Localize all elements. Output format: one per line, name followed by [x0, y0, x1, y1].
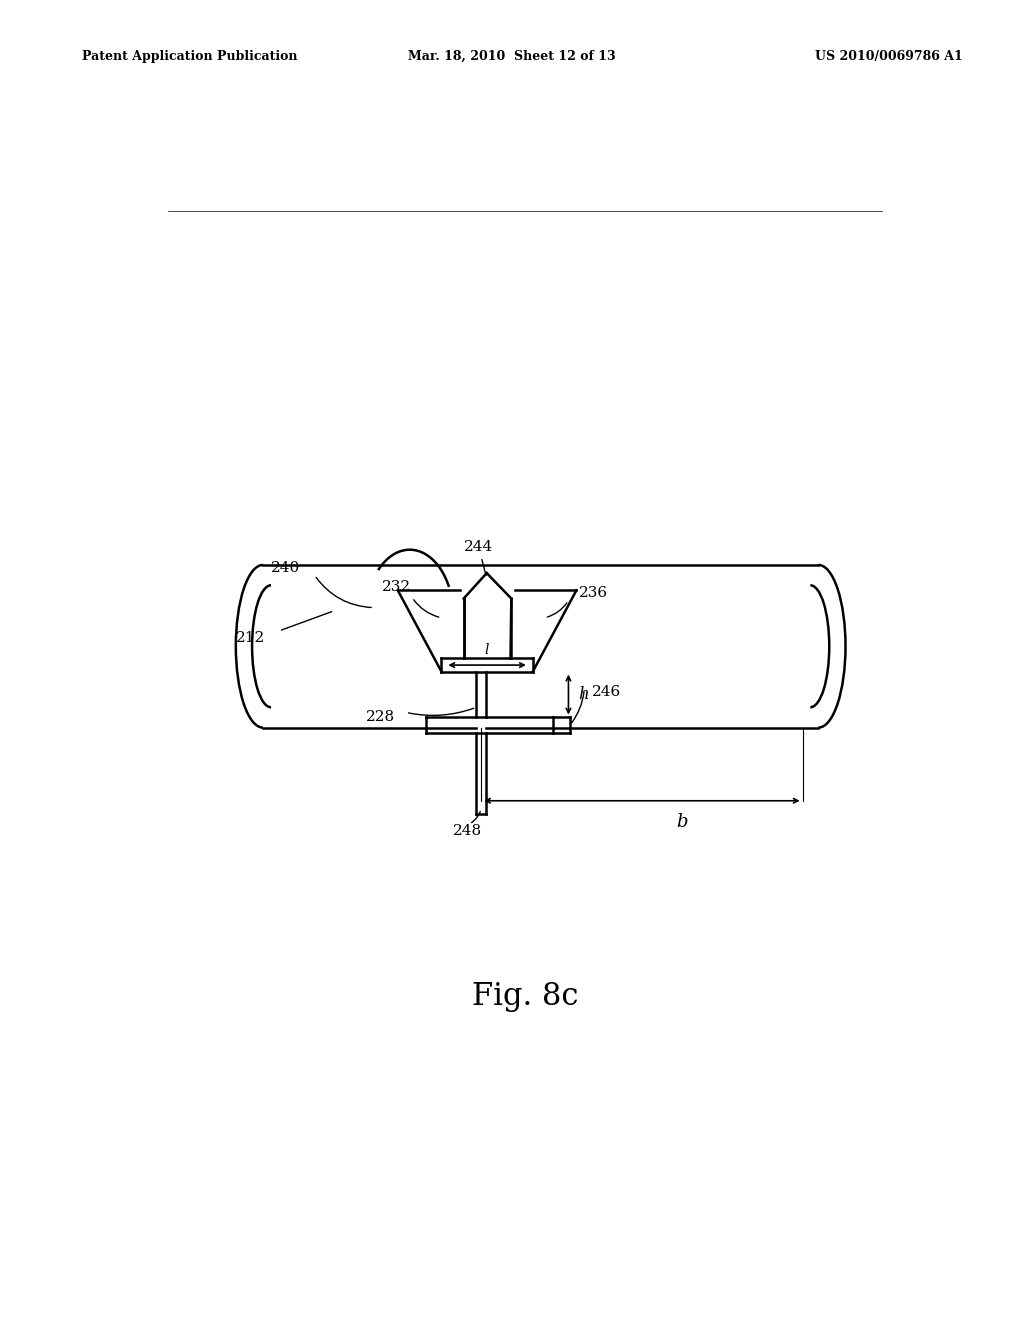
Text: l: l — [484, 643, 489, 657]
Text: Fig. 8c: Fig. 8c — [472, 982, 578, 1012]
Text: h: h — [578, 686, 589, 704]
Text: Patent Application Publication: Patent Application Publication — [82, 50, 297, 63]
Text: Mar. 18, 2010  Sheet 12 of 13: Mar. 18, 2010 Sheet 12 of 13 — [409, 50, 615, 63]
Text: b: b — [676, 813, 687, 832]
Text: 228: 228 — [366, 710, 395, 725]
Text: 240: 240 — [270, 561, 300, 576]
Text: 246: 246 — [592, 685, 622, 700]
Text: US 2010/0069786 A1: US 2010/0069786 A1 — [815, 50, 963, 63]
Text: 232: 232 — [382, 581, 411, 594]
Text: 248: 248 — [453, 824, 482, 838]
Text: 236: 236 — [579, 586, 608, 601]
Text: 244: 244 — [464, 540, 494, 553]
Text: 212: 212 — [237, 631, 265, 645]
